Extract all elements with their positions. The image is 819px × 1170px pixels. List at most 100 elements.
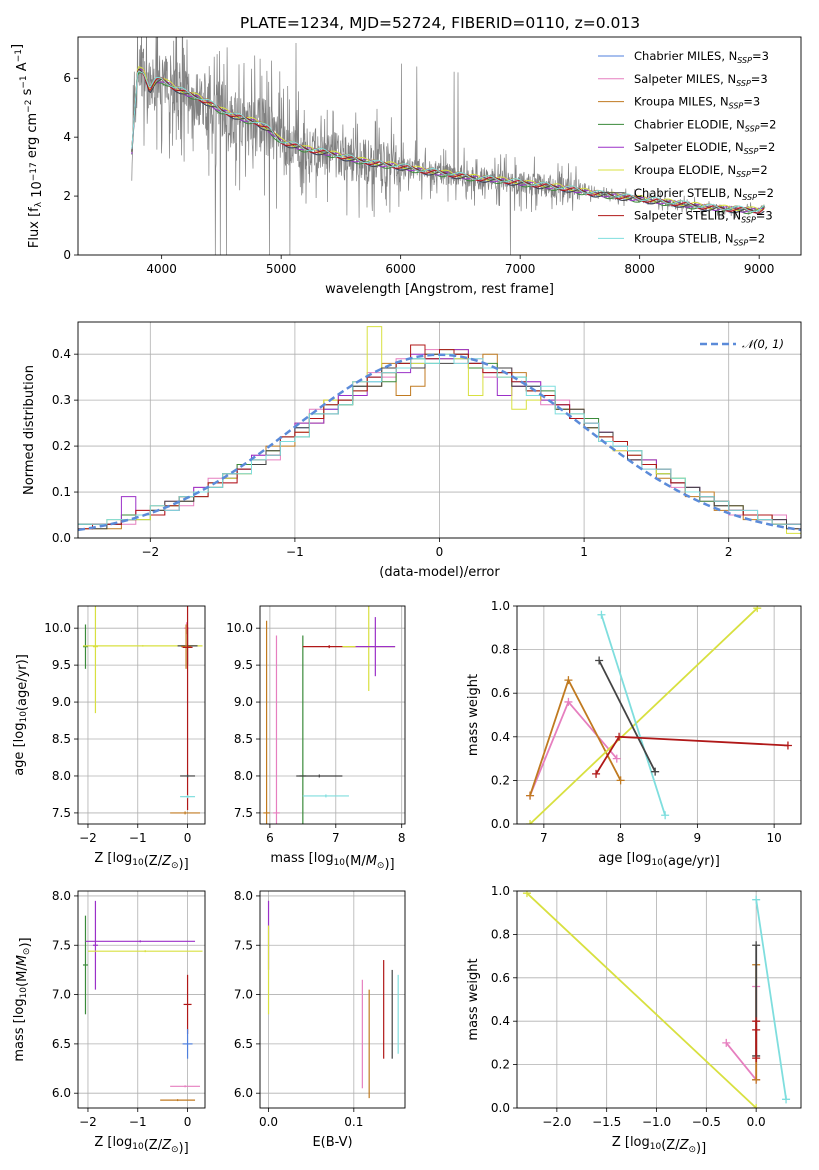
legend-label: Chabrier MILES, NSSP=3: [634, 49, 769, 65]
plus-marker: [522, 891, 531, 898]
plus-marker: [752, 941, 761, 950]
axis-label: age [log10(age/yr)]: [598, 851, 720, 869]
weight-line: [755, 899, 787, 1100]
axis-label: mass [log10(M/M⊙)]: [12, 937, 33, 1061]
plus-marker: [752, 1025, 761, 1034]
plus-marker: [752, 895, 761, 904]
error-cross: [180, 774, 196, 778]
label-part: age [: [598, 851, 631, 866]
legend-label: Kroupa STELIB, NSSP=2: [634, 231, 765, 247]
error-cross: [92, 900, 98, 990]
y-tick-label: 6.0: [52, 1086, 71, 1100]
label-part: 10: [19, 987, 29, 999]
y-tick-label: 1.0: [491, 599, 510, 613]
x-tick-label: 9000: [744, 262, 775, 276]
legend-sub: SSP: [744, 147, 759, 156]
y-tick-label: 0.8: [491, 927, 510, 941]
axis-label: Normed distribution: [22, 365, 37, 495]
error-cross: [160, 1099, 196, 1102]
plus-marker: [752, 1017, 761, 1026]
label-part: 10: [650, 1142, 662, 1152]
plus-marker: [526, 791, 535, 800]
x-tick-label: 8: [398, 831, 406, 845]
error-cross: [181, 624, 192, 669]
plot-area: [522, 891, 791, 1108]
y-tick-label: 0.8: [491, 643, 510, 657]
label-part: 10: [30, 181, 45, 198]
label-part: Normed distribution: [22, 365, 37, 495]
y-tick-label: 0.4: [52, 347, 71, 361]
plus-marker: [651, 767, 660, 776]
plot-area: [526, 606, 792, 824]
x-tick-label: 2: [725, 545, 733, 559]
plus-marker: [752, 1075, 761, 1084]
plus-marker: [612, 754, 621, 763]
label-part: 10: [19, 711, 29, 723]
x-tick-label: 10: [766, 831, 781, 845]
plus-marker: [752, 1104, 761, 1108]
x-tick-label: −1: [129, 831, 147, 845]
error-cross: [296, 774, 343, 778]
y-tick-label: 9.0: [52, 695, 71, 709]
y-tick-label: 6.0: [234, 1086, 253, 1100]
legend-label: Kroupa ELODIE, NSSP=2: [634, 163, 768, 179]
normal-curve: [78, 353, 801, 532]
legend-text: Salpeter ELODIE, N: [634, 140, 744, 154]
legend-text: Chabrier STELIB, N: [634, 186, 742, 200]
axes-frame: [516, 605, 802, 825]
axes-frame: [77, 36, 802, 256]
axis-label: E(B-V): [312, 1135, 352, 1150]
error-cross: [85, 940, 196, 943]
legend-sub: SSP: [734, 238, 749, 247]
y-tick-label: 9.5: [52, 658, 71, 672]
legend-text: Salpeter STELIB, N: [634, 209, 741, 223]
label-part: −2: [24, 100, 34, 113]
label-part: Z [: [94, 1135, 112, 1150]
error-cross: [87, 950, 203, 953]
legend-label: Kroupa MILES, NSSP=3: [634, 95, 760, 111]
plot-area: [263, 606, 396, 824]
plus-marker: [616, 776, 625, 785]
plot-area: [78, 326, 801, 534]
label-part: Z [: [612, 1135, 630, 1150]
plus-marker: [564, 676, 573, 685]
error-cross: [92, 606, 98, 714]
y-tick-label: 10.0: [226, 621, 253, 635]
y-tick-label: 0.3: [52, 393, 71, 407]
histogram-series: [78, 353, 801, 525]
axis-label: mass weight: [466, 958, 481, 1040]
legend-suffix: =3: [751, 72, 768, 86]
y-tick-label: 7.5: [234, 806, 253, 820]
legend-text: Kroupa MILES, N: [634, 95, 729, 109]
y-tick-label: 10.0: [44, 621, 71, 635]
label-part: age [: [12, 742, 27, 775]
legend-label: Chabrier ELODIE, NSSP=2: [634, 117, 776, 133]
axes-frame: [259, 605, 406, 825]
x-tick-label: 0: [436, 545, 444, 559]
label-part: cm: [25, 113, 40, 133]
weight-line: [598, 660, 657, 773]
y-tick-label: 7.0: [52, 988, 71, 1002]
label-part: 10: [132, 858, 144, 868]
x-tick-label: −1: [286, 545, 304, 559]
y-tick-label: 0.2: [52, 439, 71, 453]
y-tick-label: 6: [63, 71, 71, 85]
axis-label: Z [log10(Z/Z⊙)]: [94, 1135, 188, 1156]
y-tick-label: 0.6: [491, 686, 510, 700]
legend-label: Salpeter MILES, NSSP=3: [634, 72, 768, 88]
axis-label: Z [log10(Z/Z⊙)]: [612, 1135, 706, 1156]
y-tick-label: 0.4: [491, 1014, 510, 1028]
error-cross: [170, 811, 201, 815]
legend-text: Salpeter MILES, N: [634, 72, 736, 86]
y-tick-label: 0: [63, 248, 71, 262]
x-tick-label: −1.0: [642, 1115, 671, 1129]
label-part: mass [: [12, 1018, 27, 1061]
y-tick-label: 9.0: [234, 695, 253, 709]
x-tick-label: 8: [617, 831, 625, 845]
plot-area: [82, 606, 203, 815]
label-part: (Z/: [144, 1138, 163, 1153]
x-tick-label: 0.0: [259, 1115, 278, 1129]
plus-marker: [782, 1095, 791, 1104]
